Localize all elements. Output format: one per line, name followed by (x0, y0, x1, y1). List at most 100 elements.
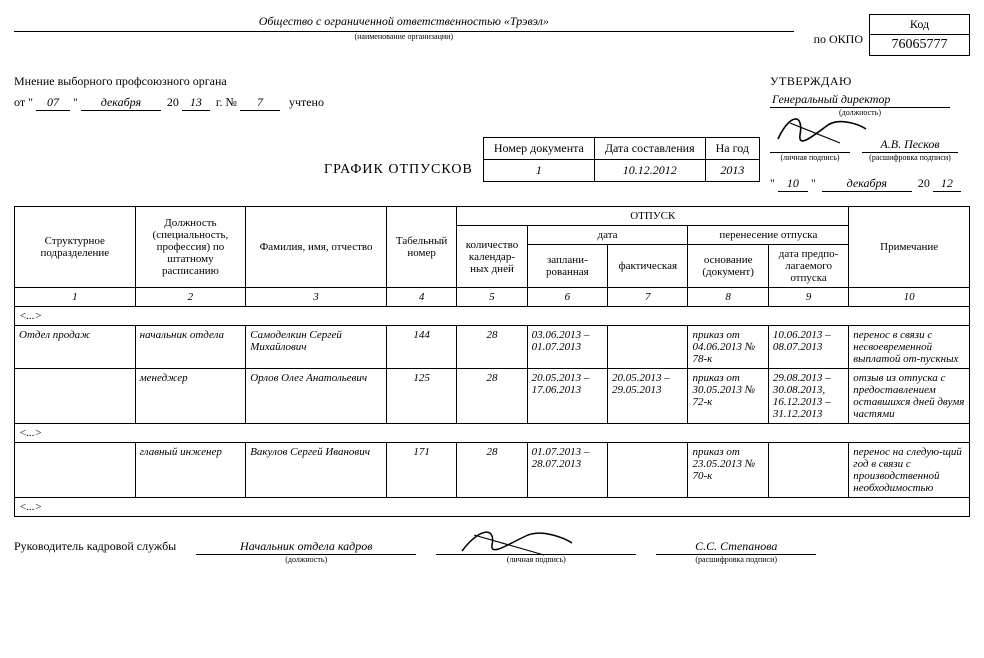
cell-struct: Отдел продаж (15, 326, 136, 369)
mini-num: 1 (483, 160, 594, 182)
cell-tab: 144 (386, 326, 456, 369)
doc-title: ГРАФИК ОТПУСКОВ (324, 162, 473, 182)
prof-yy: 13 (182, 95, 210, 111)
cell-pos: начальник отдела (135, 326, 246, 369)
cn-9: 9 (768, 288, 848, 307)
cell-note: перенос в связи с несвоевременной выплат… (849, 326, 970, 369)
colnum-row: 1 2 3 4 5 6 7 8 9 10 (15, 288, 970, 307)
prof-ot: от (14, 95, 25, 109)
cell-basis: приказ от 30.05.2013 № 72-к (688, 369, 768, 424)
approve-day: 10 (778, 176, 808, 192)
h-fio: Фамилия, имя, отчество (246, 207, 387, 288)
mini-h-year: На год (705, 138, 759, 160)
approve-name-sub: (расшифровка подписи) (862, 153, 958, 162)
cell-days: 28 (457, 443, 527, 498)
approve-name: А.В. Песков (862, 119, 958, 153)
cn-10: 10 (849, 288, 970, 307)
h-basis: основание (документ) (688, 245, 768, 288)
cn-5: 5 (457, 288, 527, 307)
footer-name-wrap: С.С. Степанова (расшифровка подписи) (656, 539, 816, 564)
approve-title: УТВЕРЖДАЮ (770, 74, 970, 89)
h-newdate: дата предпо-лагаемого отпуска (768, 245, 848, 288)
cell-fact: 20.05.2013 – 29.05.2013 (608, 369, 688, 424)
ellipsis-row: <...> (15, 424, 970, 443)
ellipsis-row: <...> (15, 498, 970, 517)
prof-line2: от " 07 " декабря 20 13 г. № 7 учтено (14, 95, 770, 111)
prof-gno: г. № (216, 95, 237, 109)
cell-fio: Вакулов Сергей Иванович (246, 443, 387, 498)
footer-position-wrap: Начальник отдела кадров (должность) (196, 539, 416, 564)
cn-8: 8 (688, 288, 768, 307)
cell-basis: приказ от 04.06.2013 № 78-к (688, 326, 768, 369)
h-fact: фактическая (608, 245, 688, 288)
okpo-value: 76065777 (870, 35, 970, 56)
footer-name: С.С. Степанова (656, 539, 816, 555)
footer-label: Руководитель кадровой службы (14, 539, 176, 564)
cn-3: 3 (246, 288, 387, 307)
mini-year: 2013 (705, 160, 759, 182)
org-block: Общество с ограниченной ответственностью… (14, 14, 794, 41)
cell-plan: 20.05.2013 – 17.06.2013 (527, 369, 607, 424)
cell-fact (608, 443, 688, 498)
approve-block: УТВЕРЖДАЮ Генеральный директор (должност… (770, 74, 970, 192)
cell-basis: приказ от 23.05.2013 № 70-к (688, 443, 768, 498)
kod-table: Код 76065777 (869, 14, 970, 56)
mini-h-date: Дата составления (594, 138, 705, 160)
prof-approve-row: Мнение выборного профсоюзного органа от … (14, 74, 970, 192)
footer-position-sub: (должность) (196, 555, 416, 564)
approve-yy-prefix: 20 (918, 176, 930, 190)
cell-struct (15, 443, 136, 498)
signature-icon (456, 521, 576, 561)
cell-days: 28 (457, 326, 527, 369)
h-struct: Структурное подразделение (15, 207, 136, 288)
doc-title-row: ГРАФИК ОТПУСКОВ Номер документа Дата сос… (14, 137, 770, 182)
kod-header: Код (870, 15, 970, 35)
footer-name-sub: (расшифровка подписи) (656, 555, 816, 564)
cell-pos: главный инженер (135, 443, 246, 498)
table-row: Отдел продаж начальник отдела Самоделкин… (15, 326, 970, 369)
approve-date: " 10 " декабря 20 12 (770, 176, 970, 192)
cell-note: перенос на следую-щий год в связи с прои… (849, 443, 970, 498)
cell-tab: 171 (386, 443, 456, 498)
cn-6: 6 (527, 288, 607, 307)
prof-line1: Мнение выборного профсоюзного органа (14, 74, 770, 89)
h-trans: перенесение отпуска (688, 226, 849, 245)
table-row: менеджер Орлов Олег Анатольевич 125 28 2… (15, 369, 970, 424)
header-row: Общество с ограниченной ответственностью… (14, 14, 970, 56)
footer-sign-wrap: (личная подпись) (436, 539, 636, 564)
signature-icon (770, 105, 870, 153)
h-note: Примечание (849, 207, 970, 288)
h-data: дата (527, 226, 688, 245)
approve-sign: (личная подпись) (770, 119, 850, 162)
cell-plan: 01.07.2013 – 28.07.2013 (527, 443, 607, 498)
cn-2: 2 (135, 288, 246, 307)
doc-mini-table: Номер документа Дата составления На год … (483, 137, 760, 182)
h-plan: заплани-рованная (527, 245, 607, 288)
cell-fio: Самоделкин Сергей Михайлович (246, 326, 387, 369)
vacation-table: Структурное подразделение Должность (спе… (14, 206, 970, 517)
mini-date: 10.12.2012 (594, 160, 705, 182)
h-days: количество календар-ных дней (457, 226, 527, 288)
cell-tab: 125 (386, 369, 456, 424)
approve-sig-sub: (личная подпись) (770, 153, 850, 162)
prof-uchteno: учтено (289, 95, 324, 109)
cell-newdate: 29.08.2013 – 30.08.2013, 16.12.2013 – 31… (768, 369, 848, 424)
table-row: главный инженер Вакулов Сергей Иванович … (15, 443, 970, 498)
cell-plan: 03.06.2013 – 01.07.2013 (527, 326, 607, 369)
okpo-block: по ОКПО Код 76065777 (814, 14, 970, 56)
prof-no: 7 (240, 95, 280, 111)
prof-block: Мнение выборного профсоюзного органа от … (14, 74, 770, 192)
cell-fact (608, 326, 688, 369)
cn-1: 1 (15, 288, 136, 307)
footer-row: Руководитель кадровой службы Начальник о… (14, 539, 970, 564)
prof-month: декабря (81, 95, 161, 111)
footer-position: Начальник отдела кадров (196, 539, 416, 555)
h-pos: Должность (специальность, профессия) по … (135, 207, 246, 288)
h-otpusk: ОТПУСК (457, 207, 849, 226)
prof-day: 07 (36, 95, 70, 111)
mini-h-num: Номер документа (483, 138, 594, 160)
approve-yy: 12 (933, 176, 961, 192)
cell-days: 28 (457, 369, 527, 424)
approve-name-wrap: А.В. Песков (расшифровка подписи) (862, 119, 958, 162)
h-tab: Табельный номер (386, 207, 456, 288)
